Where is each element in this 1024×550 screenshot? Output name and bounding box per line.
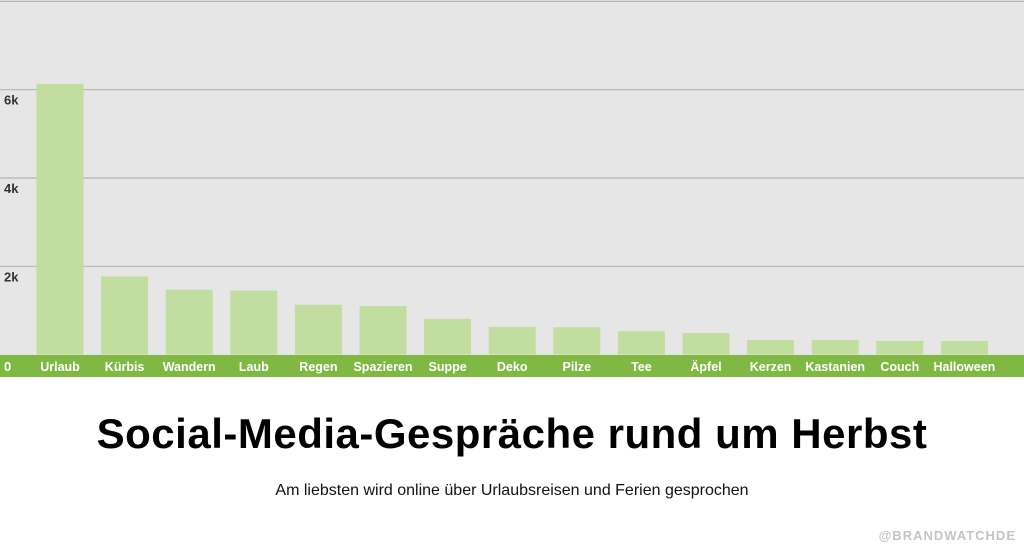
x-axis-band xyxy=(0,355,1024,377)
bar xyxy=(101,276,149,355)
y-tick-label: 0 xyxy=(4,359,11,374)
chart-subtitle: Am liebsten wird online über Urlaubsreis… xyxy=(275,482,749,499)
bar xyxy=(940,340,988,355)
bar xyxy=(811,340,859,355)
x-tick-label: Kürbis xyxy=(105,360,145,374)
x-tick-label: Spazieren xyxy=(353,360,412,374)
bar xyxy=(747,340,795,355)
bar xyxy=(359,306,407,355)
bar xyxy=(36,83,84,355)
y-tick-label: 2k xyxy=(4,269,19,284)
bar xyxy=(682,332,730,355)
bar xyxy=(294,304,342,355)
bar xyxy=(165,289,213,355)
bar xyxy=(424,318,472,355)
x-tick-label: Pilze xyxy=(563,360,592,374)
x-tick-label: Wandern xyxy=(163,360,216,374)
x-tick-label: Äpfel xyxy=(690,359,721,374)
bar xyxy=(230,290,278,355)
x-tick-label: Deko xyxy=(497,360,528,374)
x-tick-label: Halloween xyxy=(933,360,995,374)
bar xyxy=(488,326,536,355)
chart-title: Social-Media-Gespräche rund um Herbst xyxy=(96,410,928,457)
x-tick-label: Suppe xyxy=(428,360,466,374)
x-tick-label: Regen xyxy=(299,360,337,374)
bar-chart: 2k 4k 6k 0 Urlaub Kürbis Wandern Laub Regen Spaz… xyxy=(0,0,1024,377)
x-tick-label: Laub xyxy=(239,360,269,374)
x-tick-label: Kastanien xyxy=(805,360,865,374)
x-tick-label: Tee xyxy=(631,360,652,374)
y-tick-label: 6k xyxy=(4,93,19,108)
x-tick-label: Couch xyxy=(880,360,919,374)
bar xyxy=(876,340,924,355)
bar xyxy=(617,331,665,355)
bar xyxy=(553,327,601,355)
y-tick-label: 4k xyxy=(4,181,19,196)
x-tick-label: Urlaub xyxy=(40,360,80,374)
x-tick-label: Kerzen xyxy=(750,360,792,374)
watermark: @BRANDWATCHDE xyxy=(878,528,1016,543)
